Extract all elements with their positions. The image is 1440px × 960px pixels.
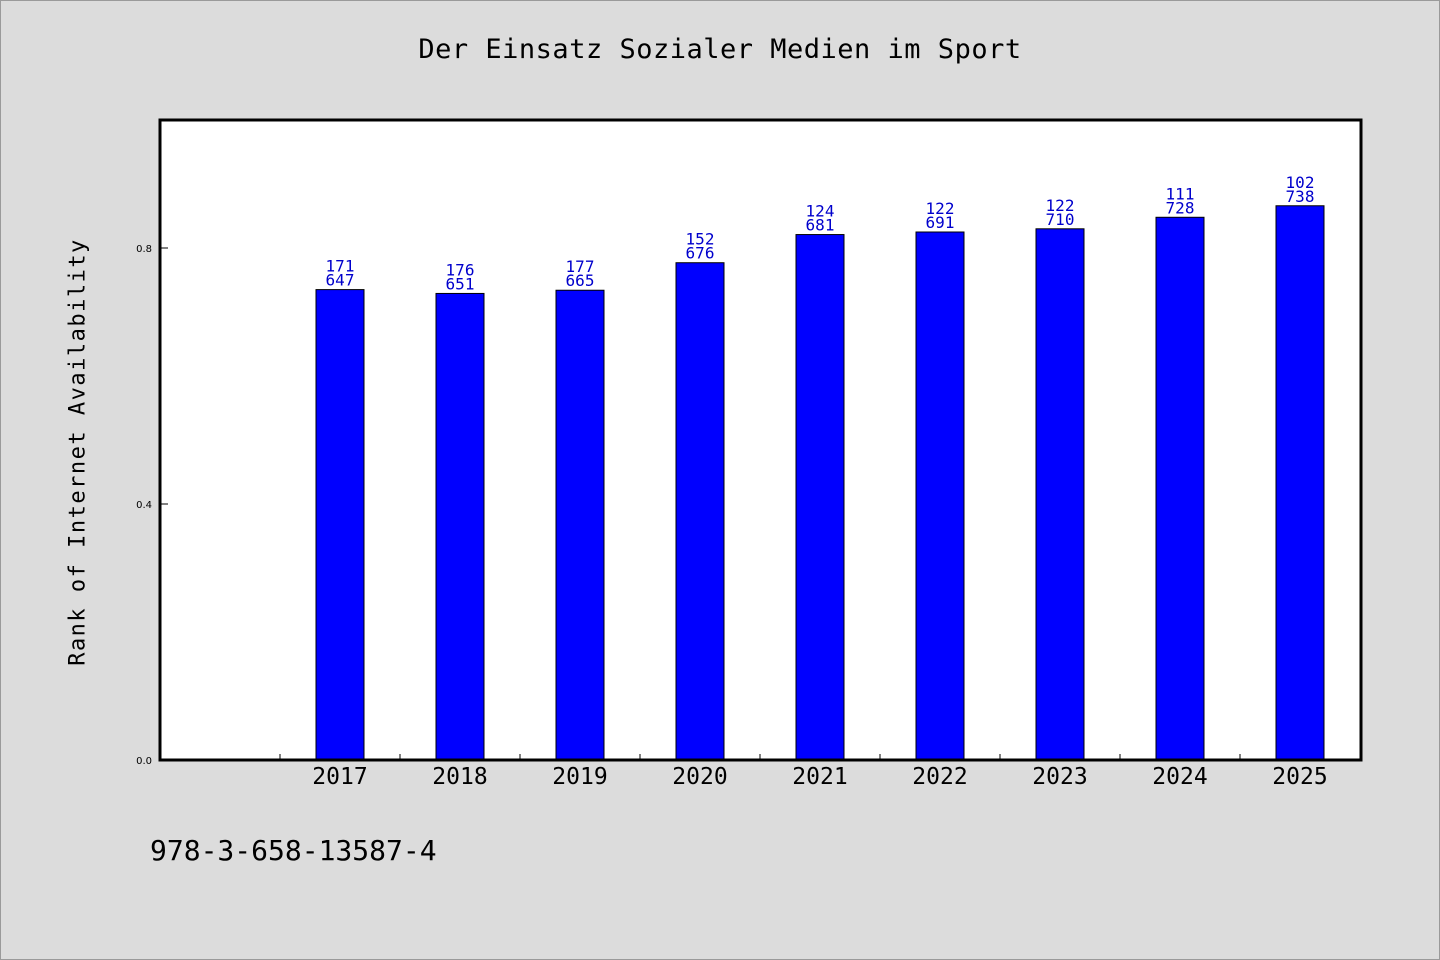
x-tick-label-2019: 2019 [552, 764, 607, 790]
data-label-top-2020: 152 [686, 230, 715, 249]
data-label-bottom-2022: 691 [926, 213, 955, 232]
data-label-top-2024: 111 [1166, 184, 1195, 203]
data-label-bottom-2021: 681 [806, 216, 835, 235]
bar-2022 [915, 231, 965, 761]
x-tick-label-2017: 2017 [312, 764, 367, 790]
data-label-bottom-2025: 738 [1286, 187, 1315, 206]
chart-title: Der Einsatz Sozialer Medien im Sport [418, 34, 1022, 65]
bar-2017 [315, 289, 365, 761]
bar-2020 [675, 262, 725, 761]
data-label-bottom-2024: 728 [1166, 198, 1195, 217]
x-tick-label-2020: 2020 [672, 764, 727, 790]
data-label-bottom-2019: 665 [566, 271, 595, 290]
x-tick-label-2022: 2022 [912, 764, 967, 790]
data-label-bottom-2018: 651 [446, 274, 475, 293]
data-label-top-2017: 171 [326, 257, 355, 276]
data-label-bottom-2017: 647 [326, 271, 355, 290]
x-tick-label-2024: 2024 [1152, 764, 1207, 790]
bar-2023 [1035, 228, 1085, 761]
bar-2018 [435, 292, 485, 761]
x-tick-label-2018: 2018 [432, 764, 487, 790]
data-label-top-2021: 124 [806, 202, 835, 221]
data-label-bottom-2020: 676 [686, 244, 715, 263]
bar-2021 [795, 234, 845, 761]
y-tick-label: 0.8 [136, 244, 152, 255]
data-label-top-2025: 102 [1286, 173, 1315, 192]
x-tick-label-2021: 2021 [792, 764, 847, 790]
isbn-footnote: 978-3-658-13587-4 [150, 834, 437, 867]
y-tick-label: 0.0 [136, 756, 152, 767]
x-tick-label-2025: 2025 [1272, 764, 1327, 790]
plot-frame [158, 118, 1363, 762]
data-label-top-2022: 122 [926, 199, 955, 218]
data-label-top-2023: 122 [1046, 196, 1075, 215]
bar-2024 [1155, 216, 1205, 761]
y-tick-label: 0.4 [136, 500, 152, 511]
data-label-bottom-2023: 710 [1046, 210, 1075, 229]
bar-2019 [555, 289, 605, 761]
bar-2025 [1275, 205, 1325, 761]
data-label-top-2019: 177 [566, 257, 595, 276]
data-label-top-2018: 176 [446, 260, 475, 279]
x-tick-label-2023: 2023 [1032, 764, 1087, 790]
